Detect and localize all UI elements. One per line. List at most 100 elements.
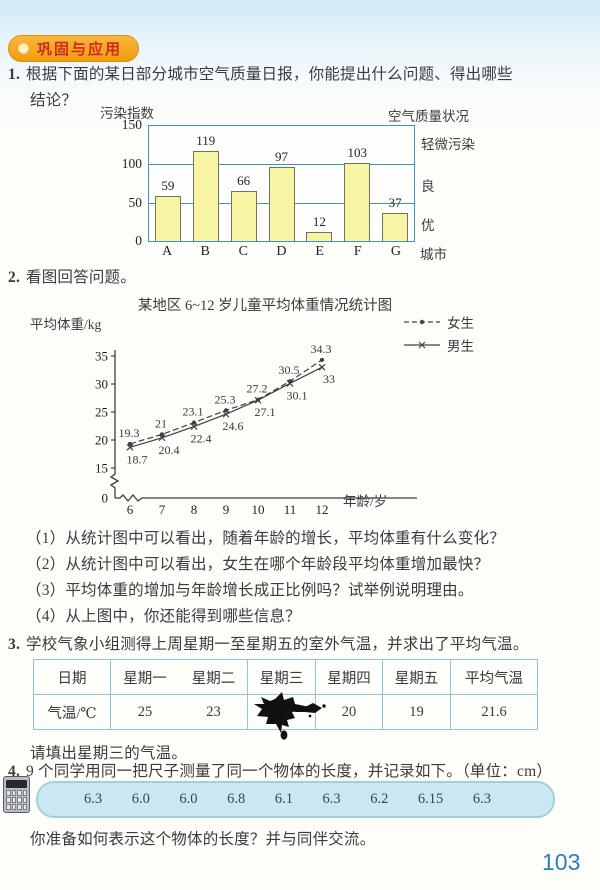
bar-value-label: 12 xyxy=(312,214,326,229)
bar-slot: 66 xyxy=(225,126,263,241)
question-4-text: 4. 9 个同学用同一把尺子测量了同一个物体的长度，并记录如下。（单位：cm） xyxy=(8,763,553,780)
bar-category-label: C xyxy=(238,244,249,259)
bar-y-tick-100: 100 xyxy=(121,156,142,171)
measurement-value: 6.8 xyxy=(227,791,246,807)
measurement-value: 6.3 xyxy=(472,791,491,807)
bar-slot: 12 xyxy=(300,126,338,241)
section-badge-label: 巩固与应用 xyxy=(37,41,123,58)
bar-y-tick-150: 150 xyxy=(121,117,142,132)
band-label-light-pollution: 轻微污染 xyxy=(421,137,475,152)
point-label: 24.6 xyxy=(223,419,244,433)
bar-G xyxy=(382,213,409,241)
bar-B xyxy=(192,151,219,241)
table-header-cell: 星期五 xyxy=(382,659,451,695)
bar-A xyxy=(154,196,181,241)
point-label: 27.2 xyxy=(247,382,268,396)
point-label: 30.1 xyxy=(287,388,308,402)
svg-text:11: 11 xyxy=(284,502,297,517)
table-cell: 19 xyxy=(382,694,451,730)
line-chart-x-axis-label: 年龄/岁 xyxy=(343,494,388,509)
point-label: 33 xyxy=(323,372,335,386)
question-4-question: 你准备如何表示这个物体的长度？并与同伴交流。 xyxy=(30,831,376,848)
svg-text:15: 15 xyxy=(95,461,108,476)
section-badge: 巩固与应用 xyxy=(8,35,140,62)
legend-item-boys: 男生 xyxy=(403,335,474,355)
point-label: 20.4 xyxy=(159,443,180,457)
bar-category-label: F xyxy=(353,244,362,259)
page-number: 103 xyxy=(542,849,581,875)
point-label: 21 xyxy=(155,416,167,430)
bar-slot: 37 xyxy=(376,126,414,241)
legend-item-girls: 女生 xyxy=(403,312,474,332)
bar-D xyxy=(268,167,295,241)
table-header-cell: 星期四 xyxy=(315,659,383,695)
bar-category-label: D xyxy=(276,244,287,259)
point-label: 27.1 xyxy=(255,405,276,419)
bar-category-label: G xyxy=(390,244,401,259)
bar-value-label: 103 xyxy=(347,145,367,160)
svg-text:20: 20 xyxy=(95,433,108,448)
calculator-icon xyxy=(3,776,30,813)
svg-text:10: 10 xyxy=(252,502,265,517)
table-header-cell: 星期二 xyxy=(179,659,248,695)
table-cell: 21.6 xyxy=(450,694,538,730)
bar-chart-right-title: 空气质量状况 xyxy=(388,109,469,124)
line-chart-legend: 女生 男生 xyxy=(403,312,474,355)
table-row-label: 气温/℃ xyxy=(33,694,111,730)
bar-E xyxy=(306,232,333,241)
point-label: 30.5 xyxy=(279,363,300,377)
question-1-number: 1. xyxy=(8,66,21,83)
sub-question-3: （3）平均体重的增加与年龄增长成正比例吗？试举例说明理由。 xyxy=(26,582,474,599)
bar-C xyxy=(230,191,257,241)
question-2-number: 2. xyxy=(8,269,21,286)
svg-text:35: 35 xyxy=(95,349,108,364)
measurement-value: 6.2 xyxy=(370,791,389,807)
bar-value-label: 37 xyxy=(388,195,402,210)
measurement-value: 6.1 xyxy=(274,791,293,807)
table-header-cell: 星期一 xyxy=(110,659,180,695)
line-chart-y-axis-label: 平均体重/kg xyxy=(30,317,102,332)
point-label: 23.1 xyxy=(183,405,204,419)
svg-text:7: 7 xyxy=(159,502,166,517)
table-cell: 25 xyxy=(110,694,180,730)
bar-y-tick-50: 50 xyxy=(128,195,143,210)
bar-chart-categories: A B C D E F G xyxy=(148,244,415,260)
bar-series: 59 119 66 97 12 103 37 xyxy=(149,126,414,241)
line-chart-title: 某地区 6~12 岁儿童平均体重情况统计图 xyxy=(137,298,393,314)
table-cell: 20 xyxy=(315,694,383,730)
bar-category-label: B xyxy=(200,244,210,259)
bar-y-tick-0: 0 xyxy=(135,233,142,248)
point-label: 18.7 xyxy=(127,452,148,466)
bar-chart-y-axis-title: 污染指数 xyxy=(100,106,154,121)
question-3-number: 3. xyxy=(8,636,21,653)
svg-text:12: 12 xyxy=(316,502,329,517)
point-label: 19.3 xyxy=(119,426,140,440)
measurement-value: 6.3 xyxy=(84,791,103,807)
question-4-number: 4. xyxy=(8,763,21,780)
legend-boys-label: 男生 xyxy=(447,339,474,354)
point-label: 25.3 xyxy=(215,392,236,406)
legend-dashed-line-icon xyxy=(404,319,440,325)
bar-chart-plot: 59 119 66 97 12 103 37 xyxy=(148,125,415,242)
bar-chart-x-axis-title: 城市 xyxy=(420,247,447,262)
legend-solid-line-icon xyxy=(404,341,440,349)
table-cell: 23 xyxy=(179,694,248,730)
question-2-text: 2. 看图回答问题。 xyxy=(8,269,136,286)
calculator-keys xyxy=(6,790,27,810)
question-1-text: 1. 根据下面的某日部分城市空气质量日报，你能提出什么问题、得出哪些 xyxy=(8,66,513,83)
svg-text:9: 9 xyxy=(223,502,230,517)
bar-value-label: 59 xyxy=(161,178,175,193)
svg-text:6: 6 xyxy=(127,502,134,517)
bar-category-label: E xyxy=(315,244,324,259)
band-label-excellent: 优 xyxy=(421,218,435,233)
table-header-cell: 日期 xyxy=(33,659,111,695)
question-3-text: 3. 学校气象小组测得上周星期一至星期五的室外气温，并求出了平均气温。 xyxy=(8,636,529,653)
svg-text:8: 8 xyxy=(191,502,198,517)
table-header-cell: 平均气温 xyxy=(450,659,538,695)
point-label: 22.4 xyxy=(191,432,212,446)
bar-value-label: 97 xyxy=(275,149,288,164)
question-1-text-cont: 结论？ xyxy=(30,92,78,109)
svg-text:0: 0 xyxy=(102,491,109,506)
line-chart: 35 30 25 20 15 0 6 7 8 9 10 11 12 19.3 21 23.1 25.3 27.2 3… xyxy=(95,342,417,517)
